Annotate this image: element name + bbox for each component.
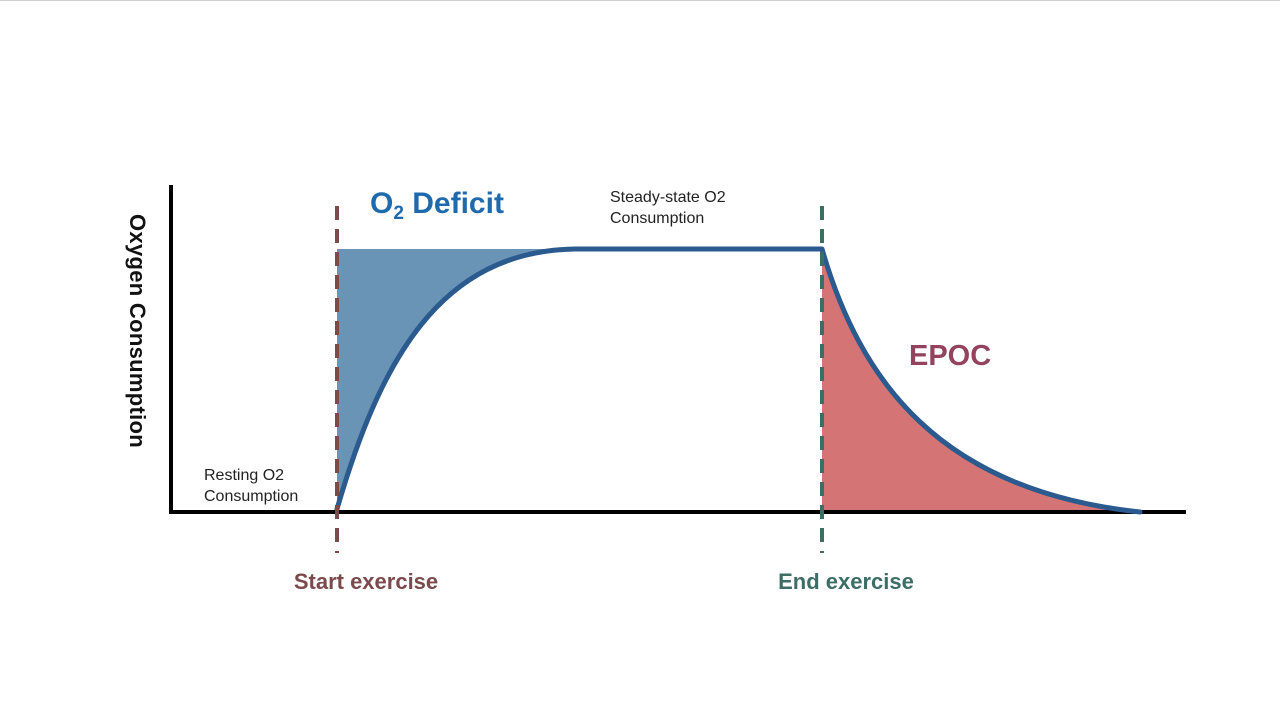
o2-deficit-label: O2 Deficit <box>370 187 504 225</box>
epoc-area <box>822 249 1140 512</box>
o2-deficit-label-subscript: 2 <box>393 203 404 224</box>
resting-note: Resting O2 Consumption <box>204 465 334 507</box>
o2-deficit-label-rest: Deficit <box>403 187 504 220</box>
steady-state-note-line1: Steady-state O2 <box>610 189 726 206</box>
resting-note-line1: Resting O2 <box>204 467 285 484</box>
epoc-label: EPOC <box>909 340 992 372</box>
start-exercise-label: Start exercise <box>293 569 439 594</box>
o2-deficit-area <box>337 249 575 509</box>
steady-state-note-line2: Consumption <box>610 210 705 227</box>
resting-note-line2: Consumption <box>204 488 299 505</box>
y-axis-label: Oxygen Consumption <box>125 214 150 448</box>
end-exercise-label: End exercise <box>778 569 914 594</box>
o2-deficit-label-main: O <box>370 187 394 220</box>
steady-state-note: Steady-state O2 Consumption <box>610 187 790 229</box>
oxygen-consumption-curve <box>334 246 1143 515</box>
